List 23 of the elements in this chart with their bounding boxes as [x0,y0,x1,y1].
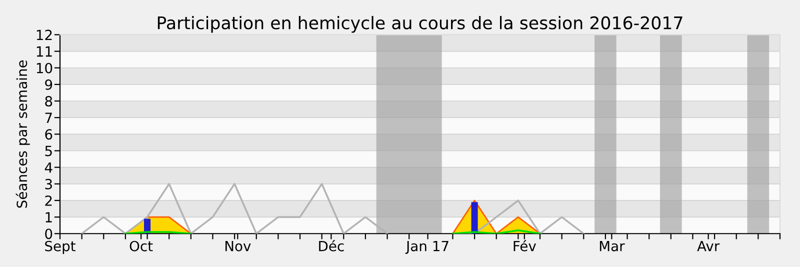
y-tick-label: 8 [45,96,52,106]
y-tick-label: 7 [45,112,52,123]
x-tick-label: Déc [319,240,344,252]
x-tick-label: Avr [697,240,720,252]
x-tick-label: Mar [600,240,625,252]
x-tick-label: Jan 17 [405,240,448,254]
y-tick-label: 1 [46,212,52,222]
x-tick-label: Sept [45,240,76,254]
x-tick-label: Nov [225,240,251,252]
y-tick-label: 10 [36,62,52,74]
y-tick-label: 11 [36,46,52,57]
y-tick-label: 2 [45,195,52,206]
y-axis-title: Séances par semaine [16,60,30,208]
y-tick-label: 3 [45,178,52,190]
y-tick-label: 5 [45,146,52,156]
chart-title: Participation en hemicycle au cours de la session 2016-2017 [158,16,682,33]
y-tick-label: 4 [44,162,52,173]
y-tick-label: 9 [45,79,52,90]
x-tick-label: Oct [130,240,153,252]
y-tick-label: 12 [36,30,52,40]
x-tick-label: Fév [514,240,536,252]
y-tick-label: 0 [45,228,52,240]
y-tick-label: 6 [45,129,52,140]
